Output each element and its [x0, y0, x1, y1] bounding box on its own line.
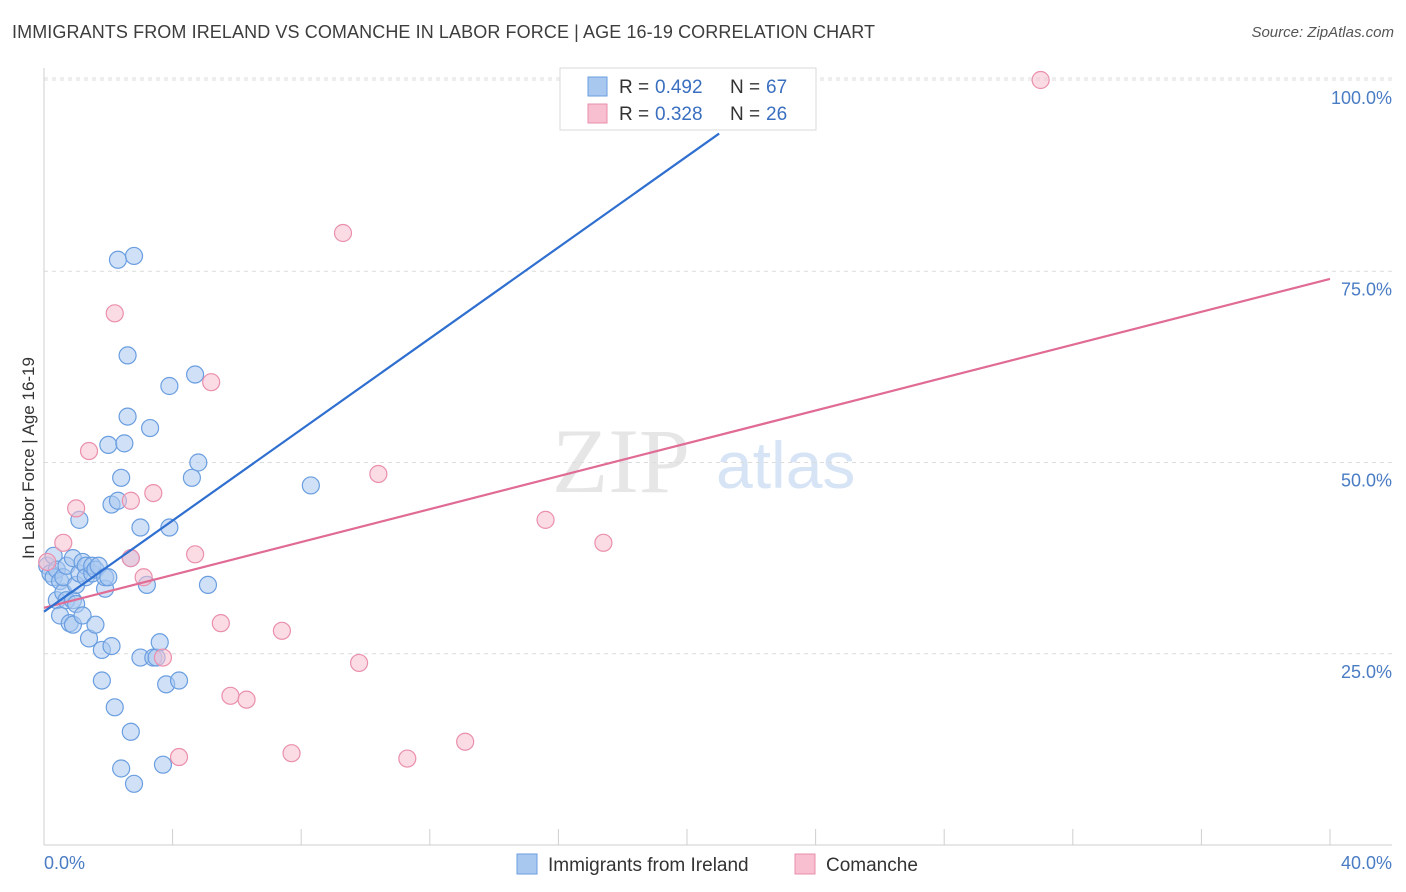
data-point	[169, 671, 189, 690]
bottom-legend-swatch-pink	[794, 853, 816, 875]
legend-n-value-pink: 26	[766, 104, 787, 125]
series-legend: Immigrants from Ireland Comanche	[516, 853, 918, 876]
source-credit: Source: ZipAtlas.com	[1251, 24, 1394, 41]
bottom-legend-label-blue: Immigrants from Ireland	[548, 855, 749, 876]
data-point	[121, 722, 140, 741]
data-point	[105, 698, 124, 717]
data-point	[189, 453, 208, 472]
data-point	[124, 246, 144, 266]
data-point	[73, 606, 92, 625]
data-point	[99, 568, 118, 587]
legend-n-label-blue: N =	[730, 77, 760, 98]
data-point	[594, 533, 613, 552]
data-point	[112, 759, 131, 778]
legend-n-label-pink: N =	[730, 104, 760, 125]
grid-lines	[44, 77, 1392, 655]
chart-title: IMMIGRANTS FROM IRELAND VS COMANCHE IN L…	[12, 22, 876, 42]
bottom-legend-label-pink: Comanche	[826, 855, 918, 876]
x-tick-label-max: 40.0%	[1341, 853, 1392, 873]
data-point	[153, 755, 173, 774]
legend-swatch-pink	[587, 103, 608, 124]
data-point	[67, 499, 86, 518]
data-point	[92, 671, 111, 690]
series-immigrants-from-ireland	[38, 70, 632, 793]
data-point	[102, 636, 121, 656]
data-point	[112, 468, 131, 487]
data-point	[108, 250, 128, 269]
data-point	[115, 434, 134, 453]
data-point	[105, 304, 124, 323]
data-point	[186, 365, 205, 384]
data-point	[536, 510, 555, 529]
legend-swatch-blue	[587, 76, 608, 97]
bottom-legend-swatch-blue	[516, 853, 538, 875]
y-axis-title: In Labor Force | Age 16-19	[19, 357, 38, 559]
y-tick-label: 75.0%	[1341, 279, 1392, 299]
data-point	[121, 549, 140, 568]
legend-r-label-pink: R =	[619, 104, 649, 125]
data-point	[118, 407, 137, 426]
data-point	[99, 435, 118, 455]
data-point	[140, 418, 160, 438]
data-point	[202, 373, 221, 392]
trend-line-immigrants-from-ireland	[43, 132, 720, 613]
data-point	[121, 491, 140, 510]
y-tick-label: 25.0%	[1341, 662, 1392, 682]
data-point	[169, 747, 189, 767]
data-point	[124, 774, 144, 793]
legend-r-value-pink: 0.328	[655, 104, 703, 125]
data-point	[160, 518, 179, 537]
trend-line-comanche	[43, 277, 1331, 609]
legend-n-value-blue: 67	[766, 77, 787, 98]
series-comanche	[38, 70, 1050, 768]
data-point	[182, 468, 201, 487]
data-point	[86, 615, 105, 634]
y-tick-label: 50.0%	[1341, 471, 1392, 491]
data-point	[79, 441, 99, 461]
legend-r-value-blue: 0.492	[655, 77, 703, 98]
data-point	[160, 376, 179, 396]
data-point	[54, 533, 73, 552]
data-point	[398, 749, 417, 768]
data-point	[131, 518, 150, 537]
data-point	[456, 732, 475, 751]
x-tick-label-min: 0.0%	[44, 853, 85, 873]
data-point	[211, 614, 230, 633]
data-point	[333, 223, 353, 243]
data-point	[144, 484, 163, 503]
data-point	[198, 575, 218, 595]
stats-legend: R = 0.492 N = 67 R = 0.328 N = 26	[559, 67, 817, 131]
data-point	[301, 476, 320, 495]
data-point	[153, 648, 173, 667]
y-tick-label: 100.0%	[1331, 88, 1392, 108]
data-point	[118, 346, 137, 365]
data-point	[221, 686, 240, 705]
data-point	[38, 552, 57, 572]
y-tick-labels: 25.0% 50.0% 75.0% 100.0%	[1331, 88, 1392, 682]
data-point	[282, 744, 301, 763]
data-point	[349, 653, 369, 673]
legend-r-label-blue: R =	[619, 77, 649, 98]
data-point	[186, 545, 205, 564]
watermark-atlas: atlas	[716, 428, 855, 502]
data-point	[369, 464, 388, 484]
data-point	[150, 633, 169, 652]
data-point	[272, 621, 292, 640]
x-axis-ticks	[43, 829, 1331, 845]
data-point	[237, 690, 256, 709]
data-point	[1031, 70, 1050, 90]
